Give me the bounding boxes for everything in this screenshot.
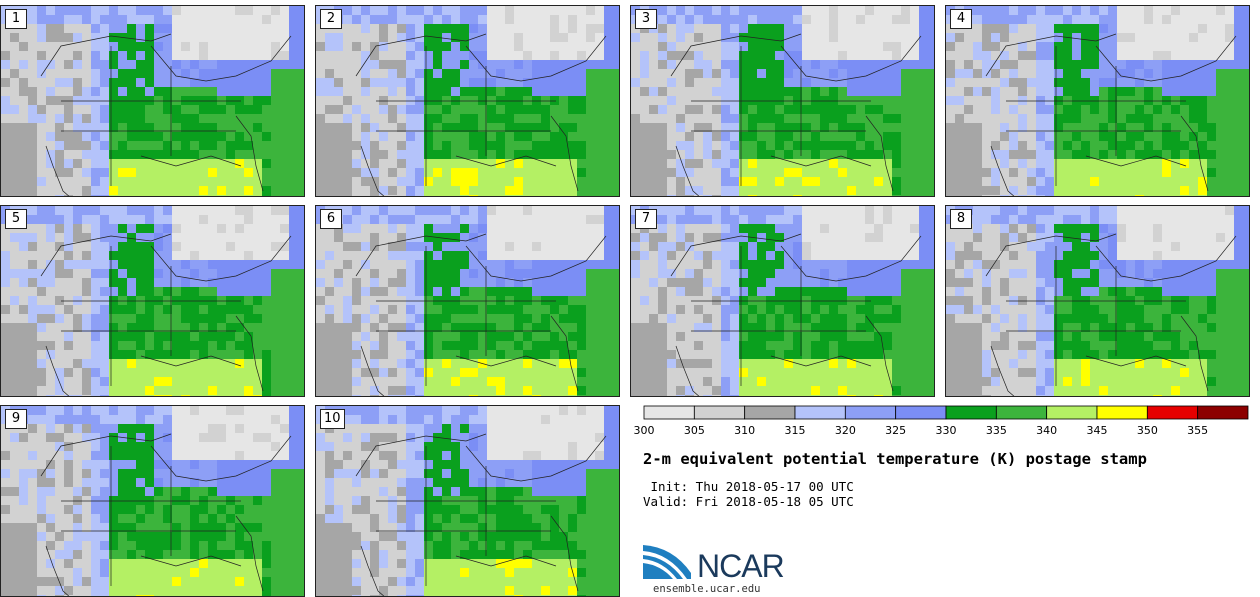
- colorbar-bin: [1096, 405, 1148, 420]
- temperature-map: [631, 206, 934, 396]
- temperature-map: [1, 6, 304, 196]
- colorbar-bin: [995, 405, 1048, 420]
- colorbar-tick-label: 320: [834, 424, 856, 437]
- member-number: 6: [320, 209, 342, 229]
- colorbar-bin: [794, 405, 846, 420]
- plot-title: 2-m equivalent potential temperature (K)…: [643, 450, 1147, 468]
- temperature-map: [1, 406, 304, 596]
- ncar-logo-icon: [643, 541, 691, 579]
- member-number: 8: [950, 209, 972, 229]
- temperature-map: [316, 6, 619, 196]
- valid-time: Valid: Fri 2018-05-18 05 UTC: [643, 494, 854, 509]
- colorbar-bin: [1046, 405, 1098, 420]
- temperature-map: [1, 206, 304, 396]
- colorbar-bin: [1197, 405, 1249, 420]
- member-number: 10: [320, 409, 345, 429]
- colorbar-tick-label: 355: [1187, 424, 1209, 437]
- colorbar-tick-label: 300: [633, 424, 655, 437]
- member-number: 7: [635, 209, 657, 229]
- colorbar-bin: [1146, 405, 1199, 420]
- colorbar-bin: [895, 405, 947, 420]
- member-number: 2: [320, 9, 342, 29]
- ensemble-member-panel: 9: [0, 405, 305, 597]
- colorbar-tick-label: 345: [1086, 424, 1108, 437]
- colorbar-tick-label: 310: [734, 424, 756, 437]
- colorbar-tick-label: 315: [784, 424, 806, 437]
- member-number: 9: [5, 409, 27, 429]
- colorbar-tick-label: 335: [985, 424, 1007, 437]
- temperature-map: [946, 206, 1249, 396]
- member-number: 1: [5, 9, 27, 29]
- colorbar-bin: [844, 405, 897, 420]
- ensemble-member-panel: 6: [315, 205, 620, 397]
- colorbar: [643, 405, 1249, 420]
- ncar-logo-text: NCAR: [697, 548, 785, 584]
- ensemble-member-panel: 8: [945, 205, 1250, 397]
- ensemble-member-panel: 5: [0, 205, 305, 397]
- temperature-map: [316, 406, 619, 596]
- member-number: 3: [635, 9, 657, 29]
- ensemble-member-panel: 1: [0, 5, 305, 197]
- colorbar-tick-label: 330: [935, 424, 957, 437]
- colorbar-tick-label: 340: [1036, 424, 1058, 437]
- member-number: 4: [950, 9, 972, 29]
- colorbar-tick-label: 325: [885, 424, 907, 437]
- temperature-map: [946, 6, 1249, 196]
- ensemble-member-panel: 3: [630, 5, 935, 197]
- ensemble-member-panel: 7: [630, 205, 935, 397]
- init-time: Init: Thu 2018-05-17 00 UTC: [643, 479, 854, 494]
- temperature-map: [631, 6, 934, 196]
- ensemble-member-panel: 4: [945, 5, 1250, 197]
- colorbar-bin: [693, 405, 746, 420]
- ensemble-member-panel: 10: [315, 405, 620, 597]
- temperature-map: [316, 206, 619, 396]
- member-number: 5: [5, 209, 27, 229]
- colorbar-bin: [945, 405, 997, 420]
- ensemble-member-panel: 2: [315, 5, 620, 197]
- colorbar-bin: [643, 405, 695, 420]
- time-info: Init: Thu 2018-05-17 00 UTC Valid: Fri 2…: [643, 479, 854, 509]
- colorbar-tick-label: 350: [1136, 424, 1158, 437]
- colorbar-bin: [744, 405, 796, 420]
- logo-url: ensemble.ucar.edu: [653, 583, 761, 595]
- colorbar-tick-label: 305: [683, 424, 705, 437]
